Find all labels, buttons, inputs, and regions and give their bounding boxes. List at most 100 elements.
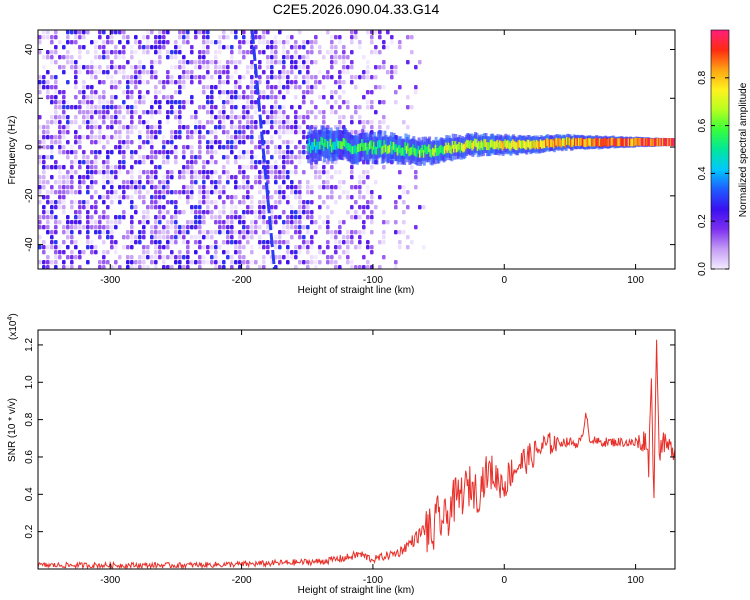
spectrogram-cell: [250, 210, 254, 215]
spectrogram-cell: [198, 215, 202, 220]
spectrogram-cell: [278, 200, 282, 205]
spectrogram-cell: [226, 140, 230, 145]
spectrogram-cell: [338, 75, 342, 80]
spectrogram-cell: [98, 65, 102, 70]
spectrogram-cell: [398, 230, 402, 235]
spectrogram-cell: [54, 180, 58, 185]
spectrogram-cell: [246, 120, 250, 125]
spectrogram-cell: [338, 40, 342, 45]
spectrogram-cell: [54, 205, 58, 210]
spectrogram-cell: [334, 240, 338, 245]
spectrogram-cell: [78, 45, 82, 50]
spectrogram-cell: [166, 110, 170, 115]
spectrogram-cell: [162, 265, 166, 269]
spectrogram-cell: [114, 30, 118, 35]
spectrogram-cell: [310, 90, 314, 95]
spectrogram-cell: [218, 115, 222, 120]
spectrogram-cell: [230, 205, 234, 210]
spectrogram-cell: [110, 230, 114, 235]
snr-scale-exponent: 4: [7, 317, 14, 321]
spectrogram-cell: [86, 125, 90, 130]
spectrogram-cell: [250, 220, 254, 225]
spectrogram-cell: [226, 255, 230, 260]
spectrogram-cell: [230, 135, 234, 140]
spectrogram-cell: [230, 45, 234, 50]
spectrogram-cell: [166, 160, 170, 165]
spectrogram-cell: [158, 165, 162, 170]
spectrogram-cell: [110, 190, 114, 195]
spectrogram-cell: [182, 145, 186, 150]
spectrogram-cell: [126, 255, 130, 260]
spectrogram-cell: [146, 110, 150, 115]
spectrogram-cell: [366, 170, 370, 175]
spectrogram-cell: [166, 240, 170, 245]
spectrogram-cell: [190, 185, 194, 190]
spectrogram-cell: [154, 190, 158, 195]
spectrogram-cell: [38, 190, 42, 195]
spectrogram-cell: [106, 160, 110, 165]
spectrogram-cell: [70, 205, 74, 210]
spectrogram-cell: [166, 155, 170, 160]
spectrogram-cell: [414, 175, 418, 180]
spectrogram-cell: [134, 40, 138, 45]
spectrogram-cell: [110, 35, 114, 40]
spectrogram-cell: [246, 110, 250, 115]
spectrogram-cell: [318, 195, 322, 200]
spectrogram-cell: [182, 170, 186, 175]
spectrogram-cell: [98, 265, 102, 269]
spectrogram-cell: [274, 105, 278, 110]
spectrogram-cell: [190, 165, 194, 170]
spectrogram-cell: [58, 40, 62, 45]
spectrogram-cell: [166, 225, 170, 230]
spectrogram-cell: [54, 240, 58, 245]
spectrogram-cell: [406, 235, 410, 240]
spectrogram-cell: [146, 80, 150, 85]
spectrogram-cell: [102, 175, 106, 180]
spectrogram-cell: [102, 100, 106, 105]
spectrogram-cell: [218, 40, 222, 45]
spectrogram-cell: [302, 130, 306, 135]
spectrogram-cell: [186, 230, 190, 235]
spectrogram-cell: [50, 240, 54, 245]
spectrogram-cell: [350, 75, 354, 80]
spectrogram-cell: [138, 80, 142, 85]
spectrogram-cell: [262, 260, 266, 265]
spectrogram-cell: [162, 145, 166, 150]
spectrogram-cell: [306, 110, 310, 115]
spectrogram-cell: [186, 30, 190, 35]
spectrogram-cell: [90, 150, 94, 155]
spectrogram-cell: [210, 40, 214, 45]
spectrogram-cell: [278, 110, 282, 115]
spectrogram-cell: [42, 225, 46, 230]
spectrogram-cell: [410, 105, 414, 110]
spectrogram-cell: [362, 120, 366, 125]
spectrogram-cell: [250, 165, 254, 170]
spectrogram-cell: [90, 110, 94, 115]
spectrogram-cell: [226, 145, 230, 150]
spectrogram-cell: [174, 200, 178, 205]
spectrogram-cell: [274, 50, 278, 55]
spectrogram-cell: [362, 265, 366, 269]
spectrogram-cell: [406, 205, 410, 210]
spectrogram-cell: [46, 35, 50, 40]
spectrogram-cell: [118, 50, 122, 55]
snr-y-tick-label: 1.2: [24, 338, 35, 352]
spectrogram-cell: [278, 235, 282, 240]
spectrogram-cell: [238, 200, 242, 205]
spectrogram-cell: [258, 185, 262, 190]
spectrogram-cell: [98, 100, 102, 105]
spectrogram-cell: [142, 215, 146, 220]
spectrogram-cell: [358, 245, 362, 250]
spectrogram-cell: [198, 105, 202, 110]
spectrogram-cell: [134, 260, 138, 265]
spectrogram-cell: [282, 140, 286, 145]
spectrogram-cell: [38, 235, 42, 240]
spectrogram-cell: [126, 105, 130, 110]
spectrogram-cell: [158, 30, 162, 35]
spectrogram-cell: [98, 235, 102, 240]
spectrogram-cell: [362, 205, 366, 210]
spectrogram-cell: [166, 265, 170, 269]
spectrogram-cell: [118, 105, 122, 110]
spectrogram-cell: [214, 200, 218, 205]
spectrogram-cell: [358, 180, 362, 185]
